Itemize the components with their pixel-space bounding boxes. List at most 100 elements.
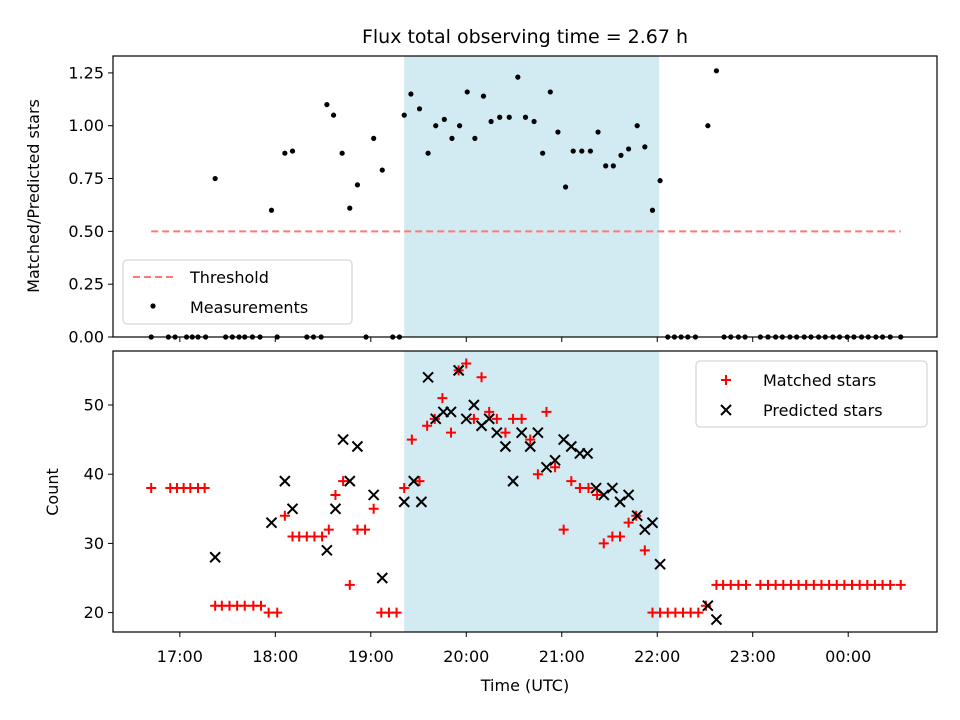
matched-point: [558, 524, 569, 535]
predicted-point: [344, 475, 356, 487]
measurement-point: [433, 123, 439, 129]
matched-point: [574, 483, 585, 494]
matched-point: [368, 503, 379, 514]
ratio-y-axis-title: Matched/Predicted stars: [24, 99, 43, 293]
measurement-point: [354, 182, 361, 188]
measurement-point: [555, 129, 561, 135]
matched-point: [583, 483, 594, 494]
measurement-point: [282, 150, 288, 156]
x-tick-label: 17:00: [157, 647, 203, 666]
matched-point: [508, 413, 519, 424]
predicted-point: [654, 558, 666, 570]
measurement-point: [642, 144, 648, 150]
matched-point: [615, 531, 626, 542]
predicted-point: [321, 544, 333, 557]
matched-point: [330, 489, 341, 500]
predicted-point: [279, 475, 291, 487]
matched-point: [468, 413, 479, 424]
legend-predicted-label: Predicted stars: [763, 401, 883, 420]
matched-point: [639, 545, 650, 556]
measurement-point: [531, 118, 537, 125]
measurement-point: [472, 135, 478, 141]
measurement-point: [657, 178, 663, 184]
measurement-point: [416, 106, 423, 112]
measurement-point: [371, 135, 377, 141]
measurement-point: [456, 123, 463, 129]
predicted-point: [532, 426, 544, 439]
measurement-point: [289, 148, 296, 154]
x-tick-label: 00:00: [825, 647, 871, 666]
y-tick-label: 50: [84, 395, 104, 414]
predicted-point: [710, 613, 723, 626]
legend-matched-swatch: [721, 375, 731, 385]
predicted-point: [631, 510, 643, 522]
measurement-point: [324, 101, 330, 108]
predicted-point: [329, 503, 342, 515]
count-panel: 20 30 40 50 17:00 18:00 19:00 20:00 21:00 22:00 23…: [84, 350, 938, 666]
matched-point: [323, 524, 334, 535]
measurement-point: [603, 163, 609, 169]
predicted-point: [646, 516, 659, 529]
measurement-point: [540, 150, 546, 156]
predicted-point: [614, 496, 626, 508]
predicted-point: [337, 433, 349, 446]
matched-point: [895, 579, 906, 590]
matched-point: [414, 476, 425, 487]
predicted-point: [549, 454, 561, 467]
predicted-point: [483, 413, 495, 425]
matched-point: [484, 406, 495, 417]
matched-point: [491, 413, 502, 424]
matched-point: [476, 372, 487, 383]
predicted-point: [415, 496, 428, 508]
matched-point: [360, 524, 371, 535]
matched-point: [446, 427, 457, 438]
matched-point: [272, 607, 283, 618]
matched-point: [437, 393, 448, 404]
y-tick-label: 30: [84, 534, 104, 553]
matched-point: [541, 406, 552, 417]
predicted-point: [286, 503, 299, 515]
legend-predicted-swatch: [720, 404, 732, 416]
matched-point: [623, 517, 634, 528]
measurement-point: [705, 123, 711, 129]
measurement-point: [713, 68, 720, 74]
y-tick-label: 1.25: [68, 63, 104, 82]
measurement-point: [268, 207, 275, 213]
x-tick-label: 20:00: [443, 647, 489, 666]
measurement-point: [649, 207, 656, 213]
measurement-point: [449, 135, 455, 141]
measurement-point: [379, 167, 385, 173]
matched-point: [693, 607, 704, 618]
predicted-point: [581, 447, 594, 460]
predicted-point: [515, 426, 528, 439]
matched-point: [317, 531, 328, 542]
matched-point: [532, 469, 543, 480]
predicted-point: [209, 551, 221, 563]
predicted-point: [265, 516, 278, 529]
matched-point: [146, 483, 157, 494]
measurement-point: [587, 148, 594, 154]
legend-box: [122, 259, 353, 325]
legend-box: [695, 360, 928, 428]
y-tick-label: 20: [84, 603, 104, 622]
matched-point: [741, 579, 752, 590]
series-predicted-stars: [209, 364, 723, 626]
measurement-point: [562, 184, 569, 190]
measurement-point: [506, 114, 512, 120]
measurement-point: [347, 205, 353, 211]
measurement-point: [401, 112, 407, 118]
measurement-point: [330, 112, 337, 118]
measurement-point: [480, 93, 487, 99]
observing-window-band: [404, 56, 660, 337]
plot-frame: [112, 350, 938, 633]
count-y-axis-title: Count: [43, 468, 62, 516]
measurement-point: [212, 175, 218, 182]
legend-matched-label: Matched stars: [763, 371, 876, 390]
measurement-point: [522, 114, 529, 120]
legend-measurement-swatch: [150, 303, 156, 309]
x-axis-title: Time (UTC): [480, 676, 569, 695]
predicted-point: [540, 461, 553, 473]
matched-point: [391, 607, 402, 618]
predicted-point: [524, 440, 536, 453]
measurement-point: [408, 91, 414, 97]
